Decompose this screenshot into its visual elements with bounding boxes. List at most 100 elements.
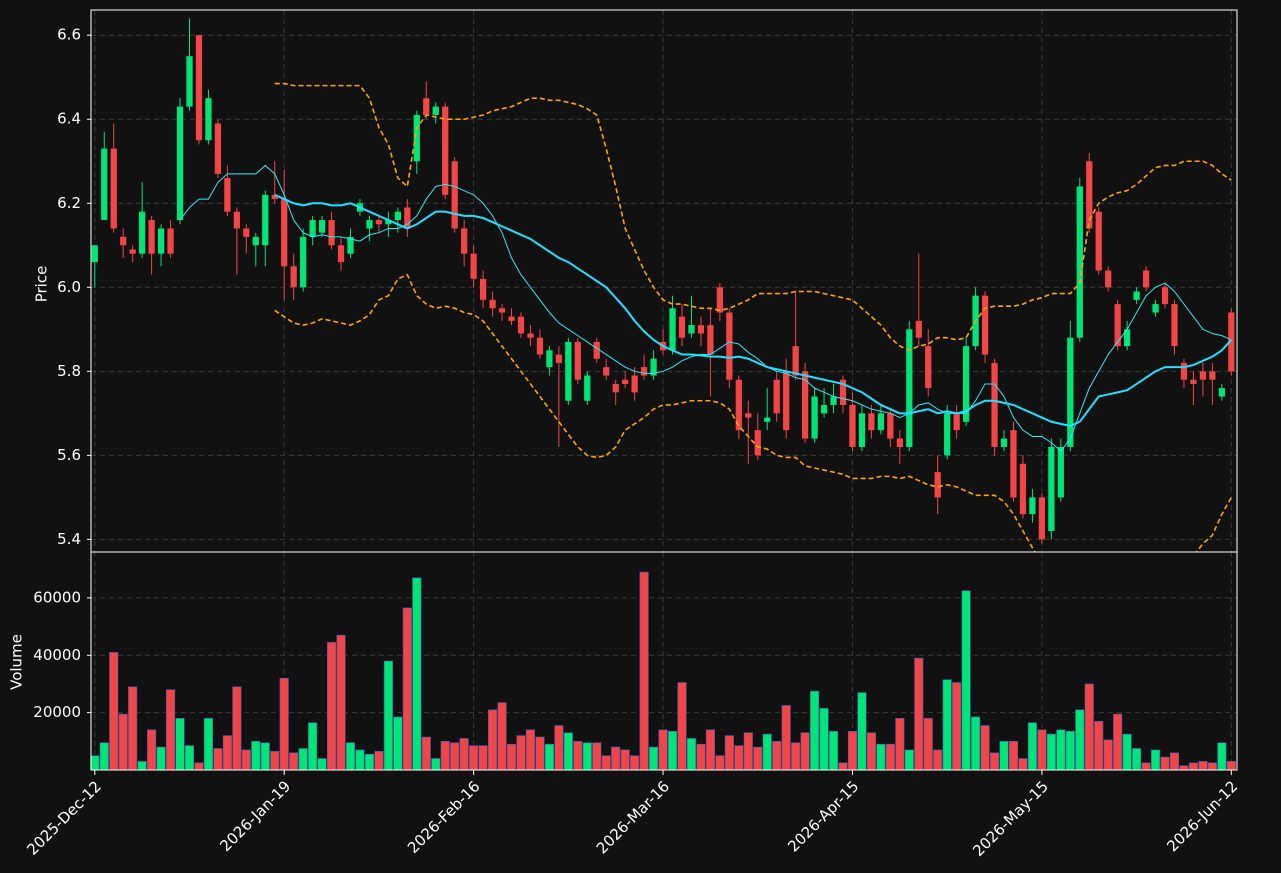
volume-bar — [658, 729, 668, 771]
volume-bar — [923, 718, 933, 771]
candle-body — [451, 161, 458, 229]
volume-frame — [90, 551, 1238, 771]
candle-body — [1010, 430, 1017, 498]
volume-bar — [203, 718, 214, 771]
candle-body — [300, 236, 307, 288]
candle-body — [792, 346, 799, 376]
y-tick-label: 5.8 — [57, 362, 81, 380]
volume-bar — [497, 702, 507, 771]
volume-bar — [904, 749, 914, 771]
volume-bar — [781, 705, 791, 771]
candle-body — [963, 346, 970, 422]
volume-bar — [1150, 749, 1161, 771]
volume-bar — [364, 753, 375, 771]
candle-body — [754, 430, 761, 456]
candle-body — [1095, 211, 1102, 271]
candle-body — [508, 316, 515, 321]
y-tick-label: 60000 — [33, 588, 81, 606]
candle-body — [906, 329, 913, 447]
volume-bar — [459, 738, 469, 771]
volume-bar — [118, 713, 128, 771]
volume-bar — [355, 749, 365, 771]
price-axis-label: Price — [33, 266, 51, 303]
volume-bar — [601, 755, 611, 771]
candle-body — [868, 413, 875, 431]
candle-body — [167, 228, 174, 254]
candle-body — [612, 383, 619, 393]
volume-bar — [137, 761, 147, 771]
candle-body — [574, 341, 581, 380]
candle-body — [697, 325, 705, 334]
volume-bar — [222, 735, 232, 771]
candle-body — [233, 211, 240, 229]
candle-body — [1076, 186, 1083, 338]
volume-bar — [876, 743, 886, 771]
candle-body — [546, 350, 553, 368]
candle-body — [991, 362, 998, 447]
volume-bar — [298, 748, 308, 771]
volume-bar — [743, 732, 753, 771]
volume-bar — [1056, 729, 1066, 771]
volume-bar — [810, 690, 820, 771]
volume-bar — [1084, 683, 1094, 771]
candle-body — [953, 413, 960, 431]
candle-body — [262, 194, 269, 246]
volume-bar — [440, 741, 450, 771]
volume-bar — [1141, 762, 1151, 771]
volume-bar — [270, 751, 280, 771]
candle-body — [442, 106, 449, 195]
volume-bar — [715, 755, 725, 771]
candle-body — [404, 207, 411, 229]
volume-bar — [1179, 765, 1189, 771]
candle-body — [148, 220, 155, 254]
volume-bar — [1075, 709, 1085, 771]
candle-body — [176, 106, 184, 221]
candle-body — [224, 178, 231, 212]
volume-bar — [535, 736, 545, 771]
volume-bar — [942, 679, 952, 771]
volume-bar — [99, 742, 109, 771]
volume-bar — [734, 745, 744, 771]
candle-body — [1000, 438, 1008, 447]
volume-axis-label: Volume — [8, 634, 26, 690]
candle-body — [91, 245, 98, 263]
volume-bar — [895, 718, 905, 771]
candle-body — [1029, 497, 1036, 515]
candle-body — [783, 371, 790, 431]
volume-bar — [914, 657, 924, 771]
volume-bar — [165, 689, 176, 771]
candle-body — [1228, 312, 1235, 372]
candle-body — [1019, 463, 1027, 515]
candle-body — [1152, 304, 1159, 313]
volume-bar — [1198, 761, 1208, 771]
volume-bar — [847, 730, 858, 771]
candle-body — [195, 35, 203, 141]
volume-bar — [109, 652, 119, 771]
volume-bar — [194, 762, 204, 771]
volume-bar — [128, 686, 138, 771]
volume-bar — [961, 590, 971, 771]
volume-bar — [279, 677, 289, 771]
candle-body — [1171, 304, 1178, 347]
y-tick-label: 40000 — [33, 646, 81, 664]
candle-body — [603, 367, 610, 376]
volume-bar — [1008, 741, 1019, 771]
volume-bar — [1103, 739, 1113, 771]
candle-body — [385, 220, 392, 225]
volume-bar — [478, 745, 488, 771]
candle-body — [555, 354, 562, 363]
volume-bar — [525, 729, 536, 771]
candle-body — [887, 413, 894, 439]
candle-body — [1161, 287, 1169, 305]
candle-body — [640, 367, 648, 376]
candle-body — [536, 337, 544, 355]
candle-body — [423, 98, 430, 116]
volume-bar — [724, 735, 734, 771]
volume-bar — [677, 682, 687, 771]
candle-body — [281, 199, 288, 267]
volume-bar — [1046, 733, 1056, 771]
volume-bar — [156, 746, 166, 771]
volume-bar — [649, 746, 659, 771]
candle-body — [1133, 291, 1140, 300]
candle-body — [858, 413, 866, 447]
